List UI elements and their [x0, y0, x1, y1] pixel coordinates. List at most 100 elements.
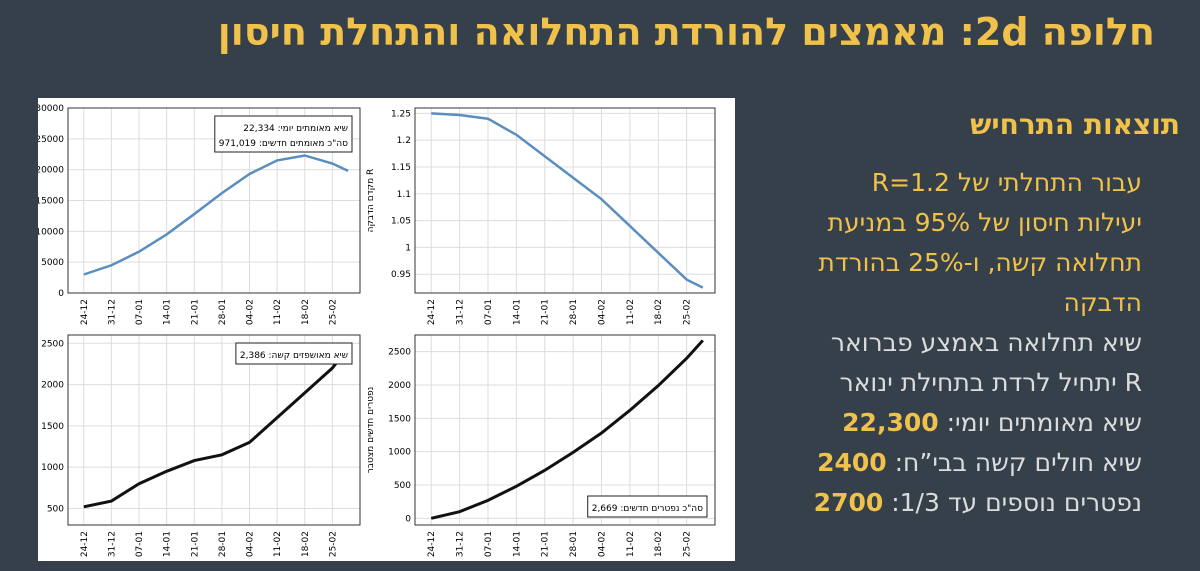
x-tick-label: 18-02 [301, 299, 311, 325]
y-tick-label: 2000 [41, 381, 64, 391]
bullet-list: עבור התחלתי של R=1.2 יעילות חיסון של 95% … [750, 163, 1190, 523]
bullet-text: R יתחיל לרדת בתחילת ינואר [839, 368, 1142, 397]
results: תוצאות התרחיש עבור התחלתי של R=1.2 יעילות… [750, 108, 1190, 523]
y-tick-label: 0 [405, 514, 411, 524]
bullet-number: 22,300 [842, 408, 939, 437]
bullet: שיא חולים קשה בבי”ח: 2400 [750, 443, 1190, 483]
annotation-box [587, 495, 708, 518]
x-tick-label: 14-01 [163, 531, 173, 557]
bullet-text: שיא חולים קשה בבי”ח: [894, 448, 1142, 477]
x-tick-label: 25-02 [328, 299, 338, 325]
x-tick-label: 28-01 [569, 531, 579, 557]
bullet-text: שיא תחלואה באמצע פברואר [830, 328, 1142, 357]
x-tick-label: 21-01 [190, 299, 200, 325]
x-tick-label: 04-02 [246, 531, 256, 557]
x-tick-label: 25-02 [328, 531, 338, 557]
slide-title: חלופה 2d: מאמצים להורדת התחלואה והתחלת ח… [217, 10, 1155, 54]
bullet: R יתחיל לרדת בתחילת ינואר [750, 363, 1190, 403]
bullet-number: 2700 [813, 488, 884, 517]
annotation-text: שיא מאומתים יומי: 22,334 [243, 124, 348, 134]
x-tick-label: 04-02 [246, 299, 256, 325]
x-tick-label: 14-01 [512, 299, 522, 325]
y-tick-label: 1 [405, 243, 411, 253]
plot-frame [67, 334, 361, 526]
bullet: נפטרים נוספים עד 1/3: 2700 [750, 483, 1190, 523]
x-tick-label: 28-01 [569, 299, 579, 325]
bullet: שיא מאומתים יומי: 22,300 [750, 403, 1190, 443]
x-tick-label: 11-02 [626, 299, 636, 325]
x-tick-label: 24-12 [80, 531, 90, 557]
y-tick-label: 15000 [38, 197, 64, 207]
data-line [430, 339, 704, 520]
x-tick-label: 14-01 [512, 531, 522, 557]
annotation-box [214, 115, 353, 153]
y-tick-label: 30000 [38, 104, 64, 114]
x-tick-label: 07-01 [484, 299, 494, 325]
y-tick-label: 1.05 [391, 217, 411, 227]
x-tick-label: 14-01 [163, 299, 173, 325]
data-line [83, 351, 349, 509]
x-tick-label: 21-01 [541, 299, 551, 325]
y-tick-label: 0 [58, 289, 64, 299]
y-tick-label: 1000 [388, 448, 411, 458]
x-tick-label: 07-01 [484, 531, 494, 557]
bullet-text: יעילות חיסון של 95% במניעת תחלואה קשה, ו… [818, 208, 1142, 317]
bullet: שיא תחלואה באמצע פברואר [750, 323, 1190, 363]
data-line [83, 154, 349, 276]
data-line [431, 112, 704, 289]
bullet-text: שיא מאומתים יומי: [946, 408, 1142, 437]
x-tick-label: 04-02 [597, 531, 607, 557]
y-tick-label: 1.15 [391, 163, 411, 173]
bullet-text: עבור התחלתי של R=1.2 [871, 168, 1142, 197]
y-tick-label: 1500 [388, 414, 411, 424]
y-axis-label: R מקדם הדבקה [366, 169, 376, 233]
x-tick-label: 31-12 [456, 531, 466, 557]
x-tick-label: 24-12 [80, 299, 90, 325]
annotation-box [235, 342, 353, 365]
bullet: עבור התחלתי של R=1.2 [750, 163, 1190, 203]
y-tick-label: 10000 [38, 227, 64, 237]
x-tick-label: 25-02 [683, 531, 693, 557]
x-tick-label: 11-02 [273, 299, 283, 325]
x-tick-label: 21-01 [190, 531, 200, 557]
x-tick-label: 24-12 [427, 531, 437, 557]
y-tick-label: 1.2 [397, 136, 411, 146]
x-tick-label: 18-02 [654, 531, 664, 557]
x-tick-label: 25-02 [683, 299, 693, 325]
plot-frame [414, 107, 716, 294]
y-tick-label: 20000 [38, 166, 64, 176]
results-heading: תוצאות התרחיש [970, 108, 1180, 141]
y-tick-label: 1.1 [397, 190, 411, 200]
annotation-text: סה"כ מאומתים חדשים: 971,019 [219, 139, 348, 149]
x-tick-label: 18-02 [301, 531, 311, 557]
x-tick-label: 07-01 [135, 531, 145, 557]
y-tick-label: 2500 [388, 348, 411, 358]
y-tick-label: 5000 [41, 258, 64, 268]
x-tick-label: 31-12 [456, 299, 466, 325]
x-tick-label: 11-02 [273, 531, 283, 557]
x-tick-label: 31-12 [107, 299, 117, 325]
y-tick-label: 500 [47, 504, 64, 514]
y-tick-label: 25000 [38, 135, 64, 145]
x-tick-label: 18-02 [654, 299, 664, 325]
annotation-text: שיא מאושפזים קשה: 2,386 [240, 351, 348, 361]
bullet-number: 2400 [817, 448, 887, 477]
annotation-text: סה"כ נפטרים חדשים: 2,669 [592, 504, 703, 514]
plot-frame [67, 107, 361, 294]
y-tick-label: 500 [394, 481, 411, 491]
x-tick-label: 21-01 [541, 531, 551, 557]
bullet-text: נפטרים נוספים עד 1/3: [891, 488, 1142, 517]
x-tick-label: 24-12 [427, 299, 437, 325]
x-tick-label: 11-02 [626, 531, 636, 557]
x-tick-label: 28-01 [218, 531, 228, 557]
x-tick-label: 31-12 [107, 531, 117, 557]
y-tick-label: 1500 [41, 422, 64, 432]
y-tick-label: 1.25 [391, 109, 411, 119]
x-tick-label: 04-02 [597, 299, 607, 325]
y-tick-label: 0.95 [391, 270, 411, 280]
y-tick-label: 2500 [41, 339, 64, 349]
x-tick-label: 07-01 [135, 299, 145, 325]
y-axis-label: נפטרים חדשים מצטבר [366, 387, 376, 474]
